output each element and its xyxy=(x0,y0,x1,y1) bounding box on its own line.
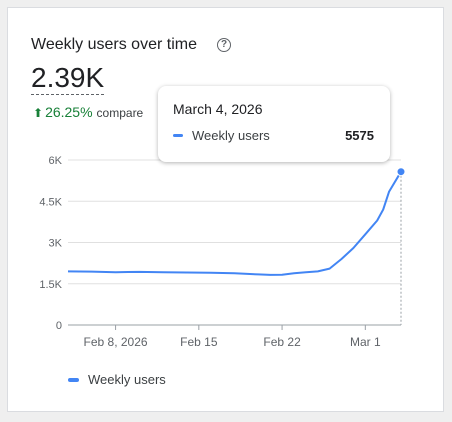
tooltip-series-name: Weekly users xyxy=(192,128,270,143)
chart-card xyxy=(7,7,444,412)
legend-label[interactable]: Weekly users xyxy=(88,372,166,387)
hover-point xyxy=(396,167,406,177)
series-line-weekly-users xyxy=(67,171,402,276)
y-tick-label: 3K xyxy=(49,238,63,250)
y-tick-label: 1.5K xyxy=(39,279,62,291)
tooltip-value: 5575 xyxy=(345,128,374,143)
metric-delta: ⬆ 26.25% compare xyxy=(33,104,143,120)
x-tick-label: Feb 8, 2026 xyxy=(84,335,148,349)
delta-suffix: compare xyxy=(96,106,144,120)
x-tick-label: Feb 22 xyxy=(263,335,301,349)
chart-title: Weekly users over time xyxy=(31,36,197,53)
help-circle-icon[interactable]: ? xyxy=(217,38,231,52)
y-tick-label: 6K xyxy=(49,155,63,167)
tooltip-date: March 4, 2026 xyxy=(173,101,263,117)
arrow-up-icon: ⬆ xyxy=(33,106,44,120)
tooltip-series-swatch xyxy=(173,134,183,137)
delta-value: 26.25% xyxy=(45,104,93,120)
chart-tooltip: March 4, 2026 Weekly users 5575 xyxy=(158,86,390,162)
x-tick-label: Feb 15 xyxy=(180,335,218,349)
y-tick-label: 0 xyxy=(56,320,62,332)
legend-swatch xyxy=(68,378,79,382)
x-tick-label: Mar 1 xyxy=(350,335,381,349)
y-tick-label: 4.5K xyxy=(39,196,62,208)
metric-value: 2.39K xyxy=(31,62,105,95)
